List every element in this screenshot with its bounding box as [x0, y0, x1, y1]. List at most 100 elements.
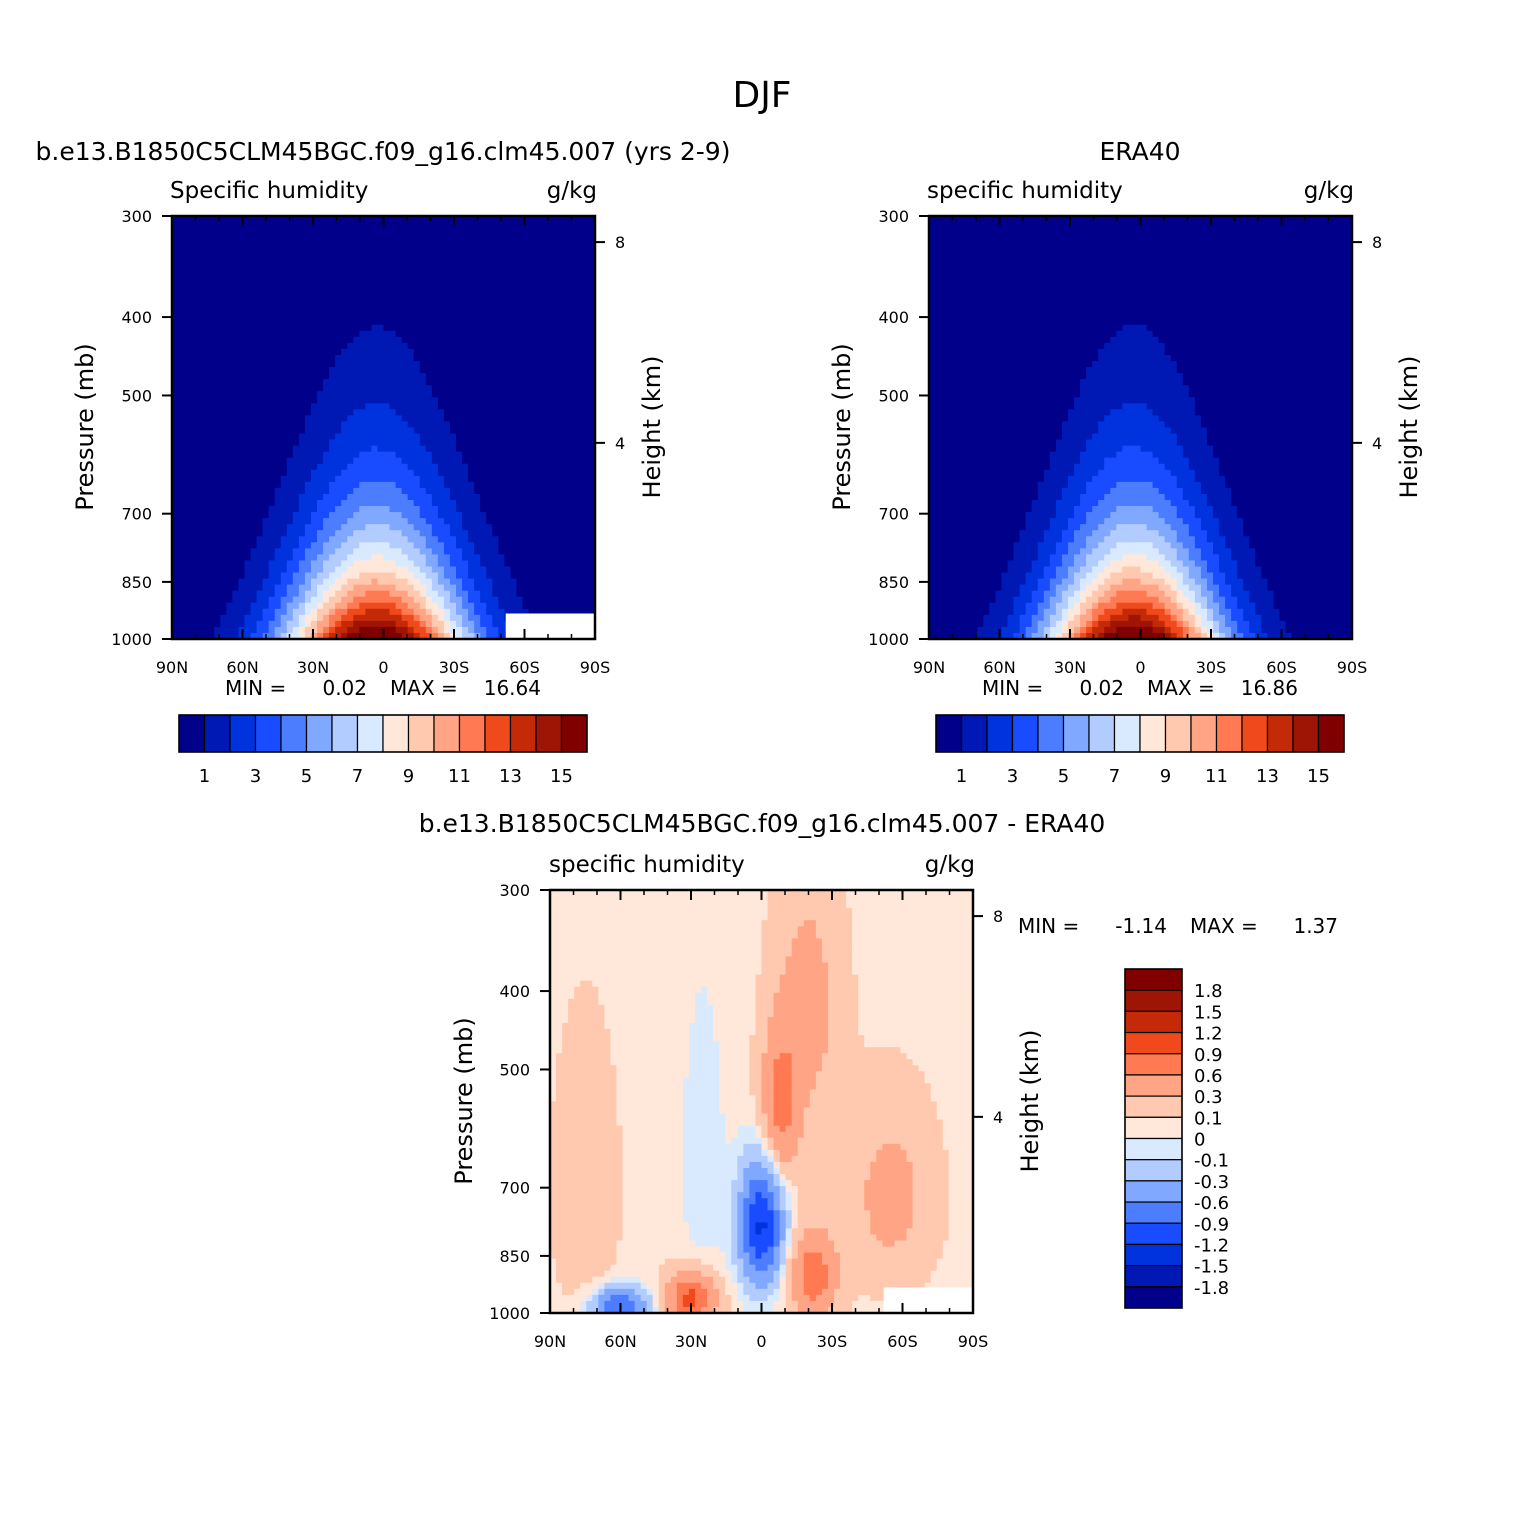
field-cell: [347, 548, 354, 555]
field-cell: [298, 403, 306, 410]
field-cell: [226, 282, 234, 290]
field-cell: [335, 385, 342, 392]
field-cell: [510, 463, 518, 471]
field-cell: [425, 542, 433, 549]
field-cell: [546, 403, 554, 410]
field-cell: [172, 608, 179, 616]
field-cell: [510, 373, 518, 380]
field-cell: [510, 566, 518, 574]
field-cell: [389, 439, 397, 447]
field-cell: [564, 457, 572, 465]
field-cell: [274, 403, 282, 410]
field-cell: [280, 500, 288, 507]
field-cell: [377, 560, 385, 568]
field-cell: [359, 572, 366, 580]
field-cell: [480, 632, 487, 640]
field-cell: [377, 282, 385, 290]
field-cell: [190, 342, 197, 350]
field-cell: [292, 264, 300, 271]
field-cell: [190, 524, 197, 531]
field-cell: [208, 222, 215, 229]
field-cell: [419, 451, 427, 459]
field-cell: [347, 228, 354, 235]
field-cell: [244, 572, 252, 580]
field-cell: [437, 361, 445, 368]
field-cell: [552, 222, 560, 229]
field-cell: [443, 385, 451, 392]
field-cell: [298, 282, 306, 290]
field-cell: [329, 421, 336, 429]
field-cell: [401, 620, 409, 628]
field-cell: [371, 294, 379, 302]
field-cell: [280, 578, 288, 586]
field-cell: [401, 584, 409, 592]
field-cell: [365, 536, 373, 543]
field-cell: [401, 397, 409, 404]
field-cell: [540, 548, 548, 555]
field-cell: [178, 463, 185, 471]
field-cell: [431, 330, 439, 338]
field-cell: [196, 542, 203, 549]
field-cell: [250, 560, 258, 568]
field-cell: [468, 391, 475, 398]
field-cell: [401, 228, 409, 235]
field-cell: [588, 373, 596, 380]
field-cell: [280, 300, 288, 308]
field-cell: [310, 258, 318, 265]
field-cell: [552, 421, 560, 429]
field-cell: [304, 312, 312, 320]
field-cell: [274, 330, 282, 338]
field-cell: [474, 524, 481, 531]
field-cell: [516, 481, 524, 489]
field-cell: [546, 548, 554, 555]
field-cell: [292, 632, 300, 640]
field-cell: [304, 469, 312, 477]
field-cell: [407, 312, 415, 320]
field-cell: [341, 258, 348, 265]
field-cell: [335, 566, 342, 574]
field-cell: [172, 620, 179, 628]
field-cell: [456, 512, 463, 519]
field-cell: [419, 288, 427, 296]
field-cell: [564, 475, 572, 483]
field-cell: [522, 385, 530, 392]
field-cell: [268, 361, 276, 368]
field-cell: [341, 288, 348, 296]
field-cell: [443, 620, 451, 628]
field-cell: [437, 427, 445, 435]
field-cell: [250, 506, 258, 513]
field-cell: [250, 530, 258, 537]
field-cell: [202, 542, 209, 549]
field-cell: [232, 469, 240, 477]
field-cell: [304, 306, 312, 314]
field-cell: [377, 336, 385, 344]
field-cell: [377, 258, 385, 265]
field-cell: [214, 560, 221, 568]
field-cell: [244, 312, 252, 320]
field-cell: [172, 373, 179, 380]
field-cell: [238, 379, 246, 386]
field-cell: [310, 620, 318, 628]
field-cell: [456, 373, 463, 380]
field-cell: [431, 475, 439, 483]
field-cell: [588, 300, 596, 308]
field-cell: [178, 264, 185, 271]
field-cell: [498, 445, 505, 453]
field-cell: [443, 427, 451, 435]
field-cell: [323, 626, 330, 634]
field-cell: [274, 427, 282, 435]
field-cell: [220, 614, 227, 622]
field-cell: [486, 270, 493, 278]
field-cell: [226, 336, 234, 344]
field-cell: [341, 620, 348, 628]
field-cell: [528, 427, 536, 435]
field-cell: [341, 228, 348, 235]
field-cell: [268, 234, 276, 241]
field-cell: [371, 433, 379, 441]
field-cell: [274, 457, 282, 465]
field-cell: [534, 542, 542, 549]
field-cell: [480, 518, 487, 525]
field-cell: [540, 300, 548, 308]
field-cell: [528, 415, 536, 423]
field-cell: [407, 306, 415, 314]
